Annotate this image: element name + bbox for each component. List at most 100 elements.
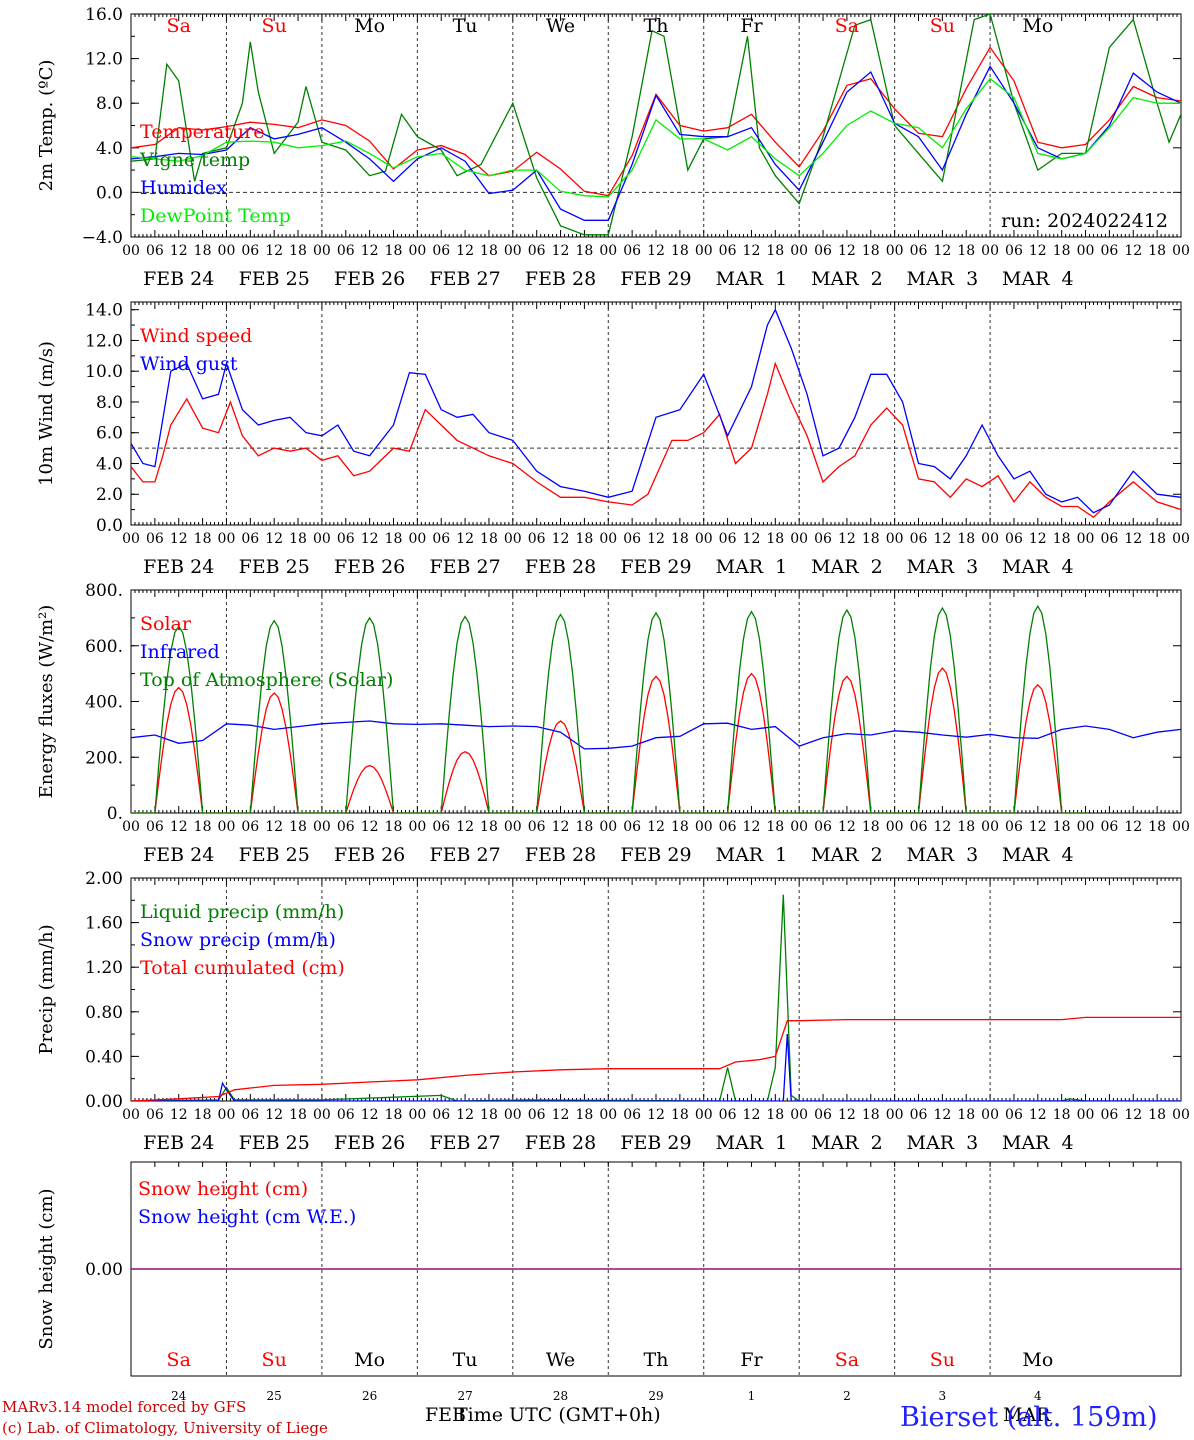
day-number-label: 25 bbox=[267, 1389, 282, 1403]
weekday-label-bottom: Sa bbox=[835, 1349, 859, 1371]
day-number-label: 1 bbox=[748, 1389, 756, 1403]
hour-tick-label: 12 bbox=[361, 1107, 379, 1123]
y-tick-label: 12.0 bbox=[85, 331, 123, 351]
hour-tick-label: 00 bbox=[599, 531, 617, 547]
hour-tick-label: 00 bbox=[599, 1107, 617, 1123]
date-label: MAR 2 bbox=[811, 1132, 883, 1154]
hour-tick-label: 00 bbox=[790, 243, 808, 259]
legend-entry: Snow height (cm W.E.) bbox=[138, 1206, 356, 1228]
legend-entry: Total cumulated (cm) bbox=[140, 957, 345, 979]
hour-tick-label: 18 bbox=[766, 243, 784, 259]
hour-tick-label: 12 bbox=[265, 531, 283, 547]
hour-tick-label: 00 bbox=[408, 243, 426, 259]
hour-tick-label: 00 bbox=[1077, 531, 1095, 547]
hour-tick-label: 06 bbox=[1100, 243, 1118, 259]
hour-tick-label: 00 bbox=[313, 243, 331, 259]
hour-tick-label: 06 bbox=[241, 243, 259, 259]
hour-tick-label: 18 bbox=[957, 531, 975, 547]
y-tick-label: 8.0 bbox=[96, 393, 123, 413]
day-number-label: 4 bbox=[1034, 1389, 1042, 1403]
hour-tick-label: 18 bbox=[480, 1107, 498, 1123]
hour-tick-label: 00 bbox=[695, 243, 713, 259]
y-tick-label: 1.20 bbox=[85, 958, 123, 978]
hour-tick-label: 06 bbox=[719, 243, 737, 259]
panel-frame-wind bbox=[130, 301, 1182, 526]
hour-tick-label: 06 bbox=[528, 1107, 546, 1123]
hour-tick-label: 18 bbox=[957, 819, 975, 835]
hour-tick-label: 18 bbox=[385, 243, 403, 259]
hour-tick-label: 18 bbox=[575, 531, 593, 547]
hour-tick-label: 00 bbox=[122, 531, 140, 547]
date-label: MAR 1 bbox=[716, 268, 788, 290]
legend-entry: Snow precip (mm/h) bbox=[140, 929, 336, 951]
hour-tick-label: 12 bbox=[361, 531, 379, 547]
hour-tick-label: 06 bbox=[146, 531, 164, 547]
hour-tick-label: 00 bbox=[122, 243, 140, 259]
hour-tick-label: 06 bbox=[146, 1107, 164, 1123]
weekday-label-bottom: Fr bbox=[740, 1349, 763, 1371]
date-label: FEB 28 bbox=[525, 556, 596, 578]
y-tick-label: 0. bbox=[107, 804, 123, 824]
hour-tick-label: 06 bbox=[146, 819, 164, 835]
hour-tick-label: 00 bbox=[1172, 243, 1190, 259]
date-label: FEB 28 bbox=[525, 1132, 596, 1154]
date-label: MAR 2 bbox=[811, 268, 883, 290]
weekday-label-bottom: Su bbox=[262, 1349, 287, 1371]
legend-entry: Solar bbox=[140, 613, 192, 635]
hour-tick-label: 12 bbox=[552, 531, 570, 547]
legend-entry: Snow height (cm) bbox=[138, 1178, 308, 1200]
weekday-label-bottom: Mo bbox=[354, 1349, 385, 1371]
hour-tick-label: 18 bbox=[1148, 531, 1166, 547]
weekday-label-top: Th bbox=[644, 15, 669, 37]
date-label: FEB 24 bbox=[143, 268, 214, 290]
date-label: FEB 25 bbox=[239, 844, 310, 866]
y-tick-label: −4.0 bbox=[82, 228, 123, 248]
hour-tick-label: 06 bbox=[241, 531, 259, 547]
hour-tick-label: 00 bbox=[886, 243, 904, 259]
date-label: FEB 24 bbox=[143, 844, 214, 866]
hour-tick-label: 00 bbox=[981, 819, 999, 835]
hour-tick-label: 18 bbox=[957, 1107, 975, 1123]
hour-tick-label: 12 bbox=[552, 1107, 570, 1123]
hour-tick-label: 06 bbox=[528, 531, 546, 547]
series-line-green bbox=[131, 14, 1181, 236]
date-label: FEB 25 bbox=[239, 556, 310, 578]
hour-tick-label: 06 bbox=[623, 1107, 641, 1123]
weekday-label-bottom: Th bbox=[644, 1349, 669, 1371]
hour-tick-label: 18 bbox=[766, 531, 784, 547]
month-start-label: FEB bbox=[425, 1404, 467, 1426]
hour-tick-label: 06 bbox=[910, 531, 928, 547]
hour-tick-label: 12 bbox=[1029, 531, 1047, 547]
y-tick-label: 0.80 bbox=[85, 1003, 123, 1023]
hour-tick-label: 12 bbox=[456, 243, 474, 259]
date-label: FEB 29 bbox=[620, 556, 691, 578]
hour-tick-label: 18 bbox=[862, 243, 880, 259]
hour-tick-label: 06 bbox=[814, 531, 832, 547]
hour-tick-label: 06 bbox=[432, 531, 450, 547]
hour-tick-label: 00 bbox=[218, 819, 236, 835]
hour-tick-label: 18 bbox=[862, 819, 880, 835]
hour-tick-label: 18 bbox=[575, 243, 593, 259]
y-tick-label: 12.0 bbox=[85, 50, 123, 70]
hour-tick-label: 18 bbox=[1053, 1107, 1071, 1123]
hour-tick-label: 12 bbox=[1124, 531, 1142, 547]
hour-tick-label: 12 bbox=[933, 243, 951, 259]
y-tick-label: 10.0 bbox=[85, 362, 123, 382]
hour-tick-label: 18 bbox=[1053, 243, 1071, 259]
hour-tick-label: 12 bbox=[647, 819, 665, 835]
date-label: FEB 27 bbox=[429, 1132, 500, 1154]
hour-tick-label: 12 bbox=[1029, 819, 1047, 835]
hour-tick-label: 00 bbox=[790, 819, 808, 835]
hour-tick-label: 06 bbox=[1005, 531, 1023, 547]
hour-tick-label: 12 bbox=[933, 1107, 951, 1123]
hour-tick-label: 06 bbox=[241, 819, 259, 835]
hour-tick-label: 06 bbox=[432, 243, 450, 259]
day-number-label: 3 bbox=[939, 1389, 947, 1403]
hour-tick-label: 06 bbox=[337, 1107, 355, 1123]
hour-tick-label: 00 bbox=[1077, 819, 1095, 835]
hour-tick-label: 06 bbox=[1100, 531, 1118, 547]
date-label: MAR 3 bbox=[907, 556, 979, 578]
hour-tick-label: 00 bbox=[504, 531, 522, 547]
hour-tick-label: 06 bbox=[814, 819, 832, 835]
hour-tick-label: 06 bbox=[814, 1107, 832, 1123]
